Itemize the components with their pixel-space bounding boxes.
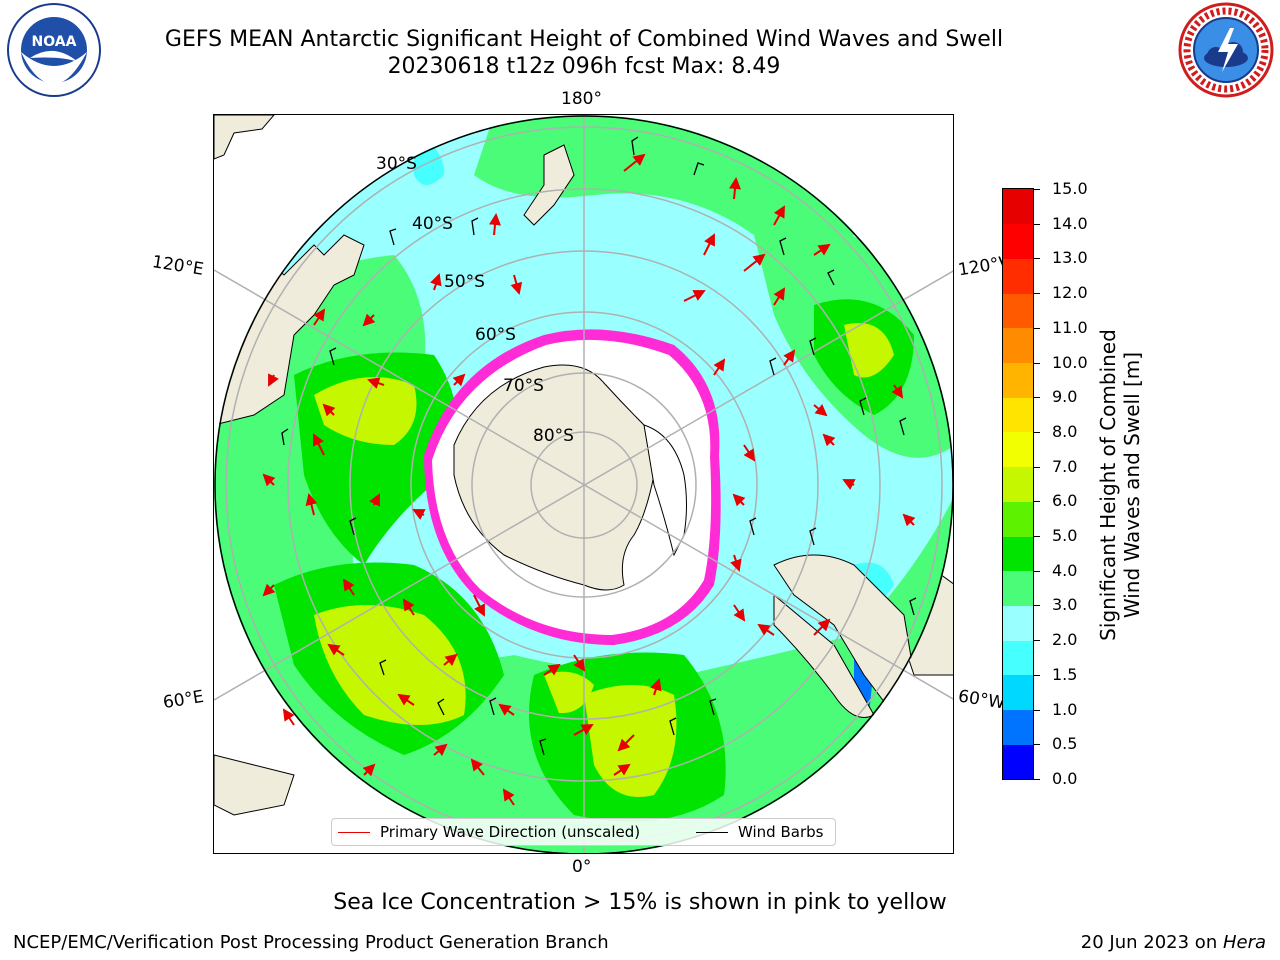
lon-label-120e: 120°E: [150, 252, 205, 280]
colorbar-tick-mark: [1034, 570, 1040, 572]
colorbar-tick-label: 4.0: [1052, 560, 1078, 580]
colorbar-segment: [1003, 223, 1033, 259]
colorbar-tick-label: 1.5: [1052, 664, 1078, 684]
footer-date: 20 Jun 2023 on Hera: [1081, 932, 1266, 953]
colorbar-tick-label: 14.0: [1052, 213, 1088, 233]
colorbar-tick-label: 2.0: [1052, 630, 1078, 650]
nws-logo-icon: [1178, 2, 1274, 98]
lat-label-80s: 80°S: [533, 426, 574, 446]
colorbar-segment: [1003, 640, 1033, 676]
colorbar-tick-mark: [1034, 501, 1040, 503]
colorbar-segment: [1003, 466, 1033, 502]
footer-date-text: 20 Jun 2023 on: [1080, 932, 1223, 953]
map-subtitle: 20230618 t12z 096h fcst Max: 8.49: [387, 54, 781, 79]
colorbar-segment: [1003, 709, 1033, 745]
colorbar-tick-label: 5.0: [1052, 526, 1078, 546]
wave-direction-arrows: [262, 153, 916, 806]
colorbar-tick-mark: [1034, 674, 1040, 676]
colorbar-title-line2: Wind Waves and Swell [m]: [1120, 351, 1144, 619]
colorbar-tick-mark: [1034, 223, 1040, 225]
colorbar-segment: [1003, 362, 1033, 398]
lon-label-0: 0°: [572, 857, 592, 877]
colorbar-segment: [1003, 536, 1033, 572]
colorbar-segment: [1003, 501, 1033, 537]
polar-map-canvas: 30°S 40°S 50°S 60°S 70°S 80°S: [214, 115, 953, 853]
colorbar-tick-mark: [1034, 431, 1040, 433]
colorbar-segment: [1003, 570, 1033, 606]
legend-item-wave-direction: Primary Wave Direction (unscaled): [338, 823, 640, 841]
colorbar-tick-mark: [1034, 327, 1040, 329]
colorbar-tick-mark: [1034, 466, 1040, 468]
colorbar-tick-label: 1.0: [1052, 699, 1078, 719]
colorbar-segment: [1003, 605, 1033, 641]
legend-wave-direction-label: Primary Wave Direction (unscaled): [380, 823, 641, 841]
lon-label-60w: 60°W: [956, 686, 1007, 714]
colorbar-tick-label: 11.0: [1052, 317, 1088, 337]
legend-item-wind-barbs: Wind Barbs: [696, 823, 823, 841]
colorbar-segment: [1003, 293, 1033, 329]
wind-barb-line-icon: [696, 832, 728, 833]
colorbar-tick-label: 0.5: [1052, 734, 1078, 754]
colorbar-tick-mark: [1034, 744, 1040, 746]
wave-direction-line-icon: [338, 832, 370, 833]
colorbar-tick-mark: [1034, 293, 1040, 295]
lat-label-60s: 60°S: [475, 325, 516, 345]
lat-label-40s: 40°S: [412, 214, 453, 234]
colorbar-tick-mark: [1034, 536, 1040, 538]
lon-label-60e: 60°E: [161, 686, 206, 714]
legend-wind-barbs-label: Wind Barbs: [738, 823, 824, 841]
colorbar-tick-label: 9.0: [1052, 387, 1078, 407]
colorbar-tick-label: 13.0: [1052, 248, 1088, 268]
lat-label-70s: 70°S: [503, 376, 544, 396]
colorbar-tick-label: 7.0: [1052, 456, 1078, 476]
colorbar-segment: [1003, 431, 1033, 468]
colorbar-tick-label: 0.0: [1052, 769, 1078, 788]
colorbar-title-line1: Significant Height of Combined: [1096, 329, 1120, 641]
map-title: GEFS MEAN Antarctic Significant Height o…: [164, 27, 1004, 52]
noaa-logo-icon: NOAA: [7, 3, 101, 97]
noaa-logo-text: NOAA: [32, 34, 77, 50]
colorbar-tick-label: 12.0: [1052, 283, 1088, 303]
polar-map: 30°S 40°S 50°S 60°S 70°S 80°S: [213, 114, 954, 854]
colorbar-tick-mark: [1034, 709, 1040, 711]
footer-host: Hera: [1222, 932, 1266, 953]
colorbar-segment: [1003, 397, 1033, 433]
colorbar-tick-mark: [1034, 640, 1040, 642]
colorbar-segment: [1003, 744, 1033, 780]
colorbar-segment: [1003, 258, 1033, 294]
map-legend: Primary Wave Direction (unscaled) Wind B…: [331, 818, 836, 846]
colorbar-tick-label: 6.0: [1052, 491, 1078, 511]
footer-credit: NCEP/EMC/Verification Post Processing Pr…: [13, 932, 609, 953]
colorbar-tick-mark: [1034, 397, 1040, 399]
lat-label-50s: 50°S: [444, 272, 485, 292]
colorbar-tick-mark: [1034, 362, 1040, 364]
colorbar-tick-label: 3.0: [1052, 595, 1078, 615]
lat-label-30s: 30°S: [376, 154, 417, 174]
colorbar-tick-label: 10.0: [1052, 352, 1088, 372]
sea-ice-note: Sea Ice Concentration > 15% is shown in …: [333, 890, 947, 915]
lon-label-180: 180°: [561, 89, 602, 109]
colorbar-segment: [1003, 674, 1033, 711]
colorbar-tick-mark: [1034, 258, 1040, 260]
colorbar-tick-label: 15.0: [1052, 179, 1088, 198]
colorbar-tick-mark: [1034, 779, 1040, 780]
colorbar-tick-mark: [1034, 605, 1040, 607]
colorbar: [1002, 188, 1034, 780]
colorbar-tick-label: 8.0: [1052, 421, 1078, 441]
colorbar-tick-mark: [1034, 189, 1040, 190]
wind-barbs: [281, 136, 917, 756]
colorbar-segment: [1003, 327, 1033, 364]
colorbar-segment: [1003, 189, 1033, 225]
